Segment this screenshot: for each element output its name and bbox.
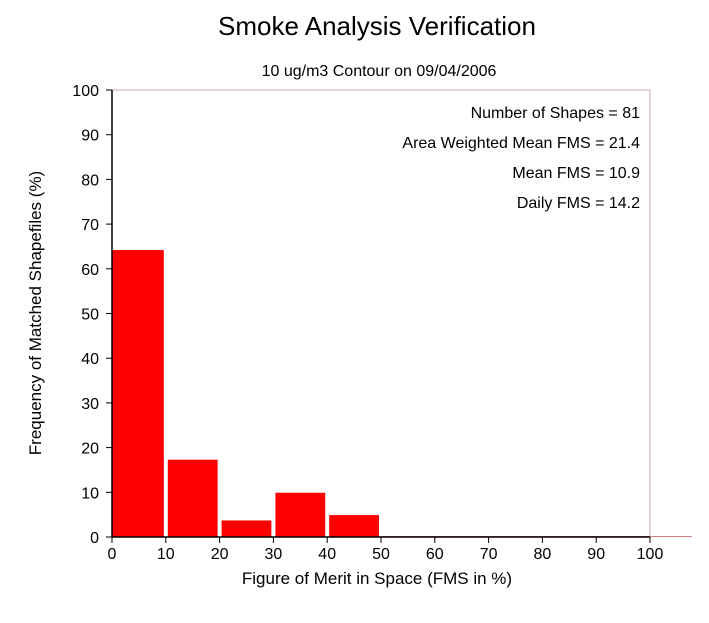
chart-title: Smoke Analysis Verification: [218, 11, 536, 41]
y-tick-label: 10: [81, 485, 99, 502]
x-tick-label: 10: [157, 546, 175, 563]
x-ticks-group: 0 10 20 30 40 50 60 70 80 90 100: [108, 537, 664, 563]
stat-annotation: Mean FMS = 10.9: [512, 165, 640, 182]
x-axis-label: Figure of Merit in Space (FMS in %): [242, 569, 512, 588]
chart-subtitle: 10 ug/m3 Contour on 09/04/2006: [262, 63, 497, 80]
y-ticks-group: 0 10 20 30 40 50 60 70 80 90 100: [72, 83, 112, 547]
histogram-bar: [112, 250, 164, 537]
y-tick-label: 30: [81, 396, 99, 413]
stat-annotation: Daily FMS = 14.2: [517, 195, 640, 212]
y-tick-label: 70: [81, 217, 99, 234]
y-tick-label: 90: [81, 128, 99, 145]
y-tick-label: 0: [90, 530, 99, 547]
x-tick-label: 70: [480, 546, 498, 563]
histogram-bar: [275, 492, 326, 537]
histogram-bar: [167, 459, 218, 537]
x-tick-label: 50: [372, 546, 390, 563]
stat-annotation: Area Weighted Mean FMS = 21.4: [402, 135, 640, 152]
x-tick-label: 100: [637, 546, 664, 563]
y-tick-label: 80: [81, 172, 99, 189]
x-tick-label: 60: [426, 546, 444, 563]
x-tick-label: 90: [587, 546, 605, 563]
x-tick-label: 0: [108, 546, 117, 563]
bars-group: [112, 250, 379, 537]
stat-annotation: Number of Shapes = 81: [471, 105, 641, 122]
y-tick-label: 50: [81, 307, 99, 324]
stats-annotations: Number of Shapes = 81 Area Weighted Mean …: [402, 105, 640, 212]
y-tick-label: 100: [72, 83, 99, 100]
x-tick-label: 30: [265, 546, 283, 563]
y-tick-label: 60: [81, 262, 99, 279]
x-tick-label: 20: [211, 546, 229, 563]
histogram-bar: [221, 520, 272, 537]
histogram-bar: [329, 515, 379, 537]
y-axis-label: Frequency of Matched Shapefiles (%): [26, 171, 45, 455]
x-tick-label: 40: [318, 546, 336, 563]
y-tick-label: 20: [81, 441, 99, 458]
y-tick-label: 40: [81, 351, 99, 368]
x-tick-label: 80: [534, 546, 552, 563]
